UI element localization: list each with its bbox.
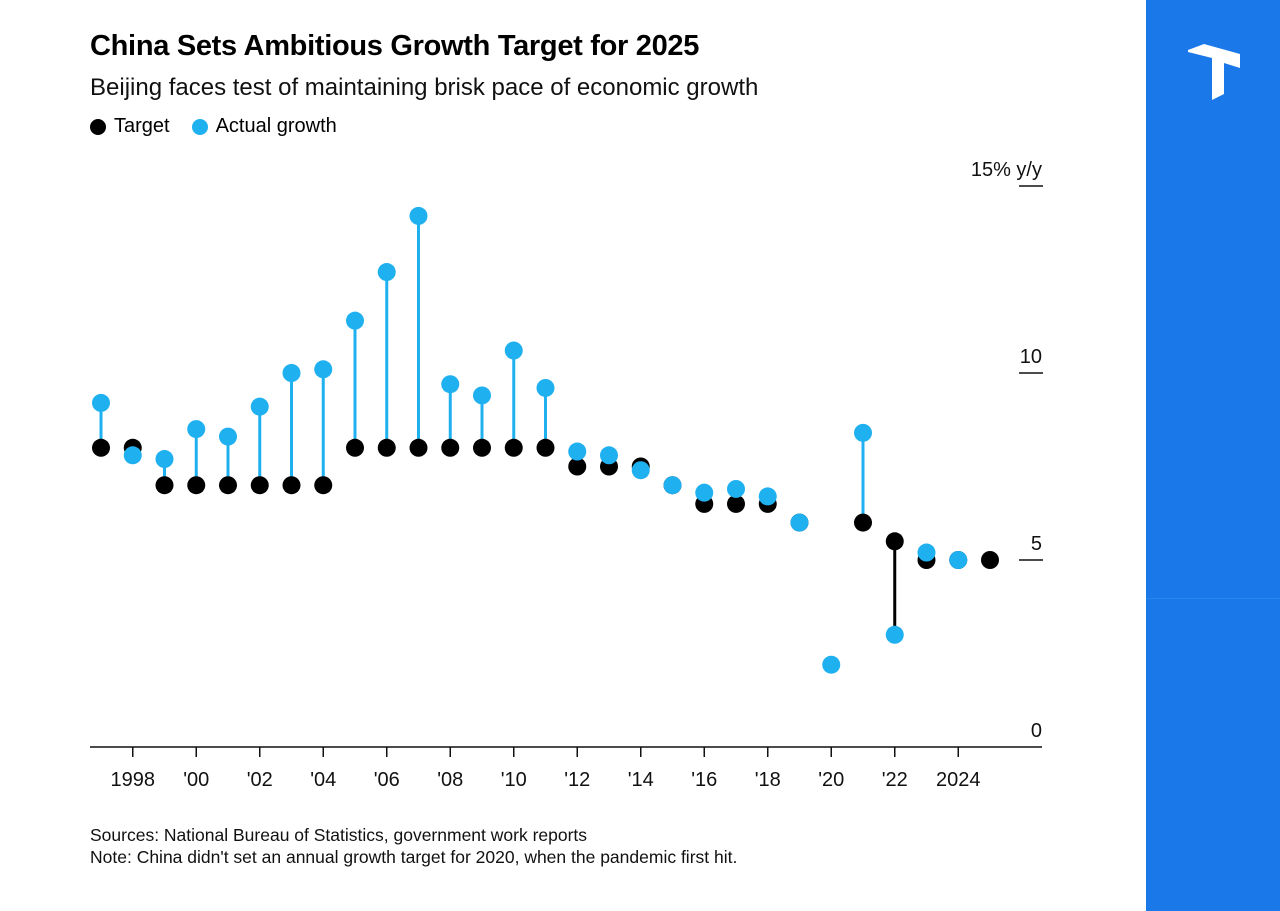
x-tick-label: '02 xyxy=(247,769,273,791)
actual-point xyxy=(250,397,269,416)
target-point xyxy=(536,438,555,457)
actual-point xyxy=(441,375,460,394)
chart-footer: Sources: National Bureau of Statistics, … xyxy=(90,824,737,868)
chart-legend: Target Actual growth xyxy=(90,115,337,138)
target-point xyxy=(727,494,745,513)
chart-plot: 15% y/y 10 5 0 1998 '00 '02 '04 '06 '08 '10 '12 '14 '… xyxy=(90,159,1043,791)
x-tick-label: '04 xyxy=(310,769,336,791)
sources-text: Sources: National Bureau of Statistics, … xyxy=(90,825,588,845)
legend-item-actual: Actual growth xyxy=(191,115,337,138)
actual-point xyxy=(631,461,650,480)
target-point xyxy=(155,476,174,495)
actual-point xyxy=(695,483,714,502)
legend-swatch-actual xyxy=(191,118,208,135)
x-tick-label: '00 xyxy=(183,769,209,791)
stem-group xyxy=(99,215,928,635)
x-tick-label: '06 xyxy=(374,769,400,791)
actual-point xyxy=(155,450,174,469)
note-text: Note: China didn't set an annual growth … xyxy=(90,847,738,867)
x-tick-label: '10 xyxy=(501,769,527,791)
target-point xyxy=(981,551,999,569)
target-point xyxy=(473,438,491,457)
target-point xyxy=(854,513,872,532)
actual-point xyxy=(314,360,333,379)
actual-point xyxy=(187,420,206,439)
target-point xyxy=(504,438,523,457)
target-point xyxy=(314,476,333,495)
chart-title: China Sets Ambitious Growth Target for 2… xyxy=(90,30,700,62)
legend-item-target: Target xyxy=(90,115,170,138)
actual-point xyxy=(758,487,777,506)
y-tick-label: 15% y/y xyxy=(971,159,1042,181)
actual-point xyxy=(504,341,523,360)
x-tick-label: '20 xyxy=(818,769,844,791)
actual-point xyxy=(219,427,237,446)
target-point xyxy=(219,476,237,495)
x-tick-label: 1998 xyxy=(111,769,156,791)
actual-point xyxy=(409,206,428,225)
brand-panel xyxy=(1146,0,1280,911)
actual-point xyxy=(282,364,301,382)
actual-point xyxy=(600,446,618,465)
actual-point xyxy=(92,393,110,412)
x-tick-label: '08 xyxy=(437,769,463,791)
target-point xyxy=(92,438,110,457)
actual-point xyxy=(727,479,745,498)
x-tick-label: '14 xyxy=(628,769,654,791)
actual-point xyxy=(917,543,936,562)
x-tick-label: '12 xyxy=(564,769,590,791)
legend-swatch-target xyxy=(90,118,106,135)
target-point xyxy=(187,476,206,495)
actual-point xyxy=(854,423,872,442)
x-tick-label: '18 xyxy=(755,769,781,791)
target-point xyxy=(346,438,364,457)
y-tick-label: 5 xyxy=(1031,533,1042,555)
y-tick-label: 0 xyxy=(1031,720,1042,742)
x-tick-label: '22 xyxy=(882,769,908,791)
actual-point xyxy=(473,386,491,405)
target-point xyxy=(409,438,428,457)
actual-point xyxy=(568,442,587,461)
y-tick-label: 10 xyxy=(1020,346,1042,368)
actual-points xyxy=(92,206,968,674)
actual-point xyxy=(885,625,904,644)
target-point xyxy=(568,457,587,476)
actual-point xyxy=(822,655,841,674)
actual-point xyxy=(949,551,968,569)
bloomberg-t-icon xyxy=(1188,44,1240,100)
legend-label-actual: Actual growth xyxy=(215,115,337,137)
target-point xyxy=(282,476,301,495)
panel-seam xyxy=(1146,598,1280,599)
actual-point xyxy=(790,513,809,532)
x-tick-label: 2024 xyxy=(936,769,981,791)
actual-point xyxy=(536,378,555,397)
target-point xyxy=(885,532,904,551)
legend-label-target: Target xyxy=(114,115,170,137)
chart-subtitle: Beijing faces test of maintaining brisk … xyxy=(90,74,759,101)
x-tick-label: '16 xyxy=(691,769,717,791)
actual-point xyxy=(663,476,682,495)
actual-point xyxy=(123,446,142,465)
target-point xyxy=(377,438,396,457)
target-point xyxy=(250,476,269,495)
target-point xyxy=(441,438,460,457)
actual-point xyxy=(377,263,396,282)
actual-point xyxy=(346,311,364,330)
